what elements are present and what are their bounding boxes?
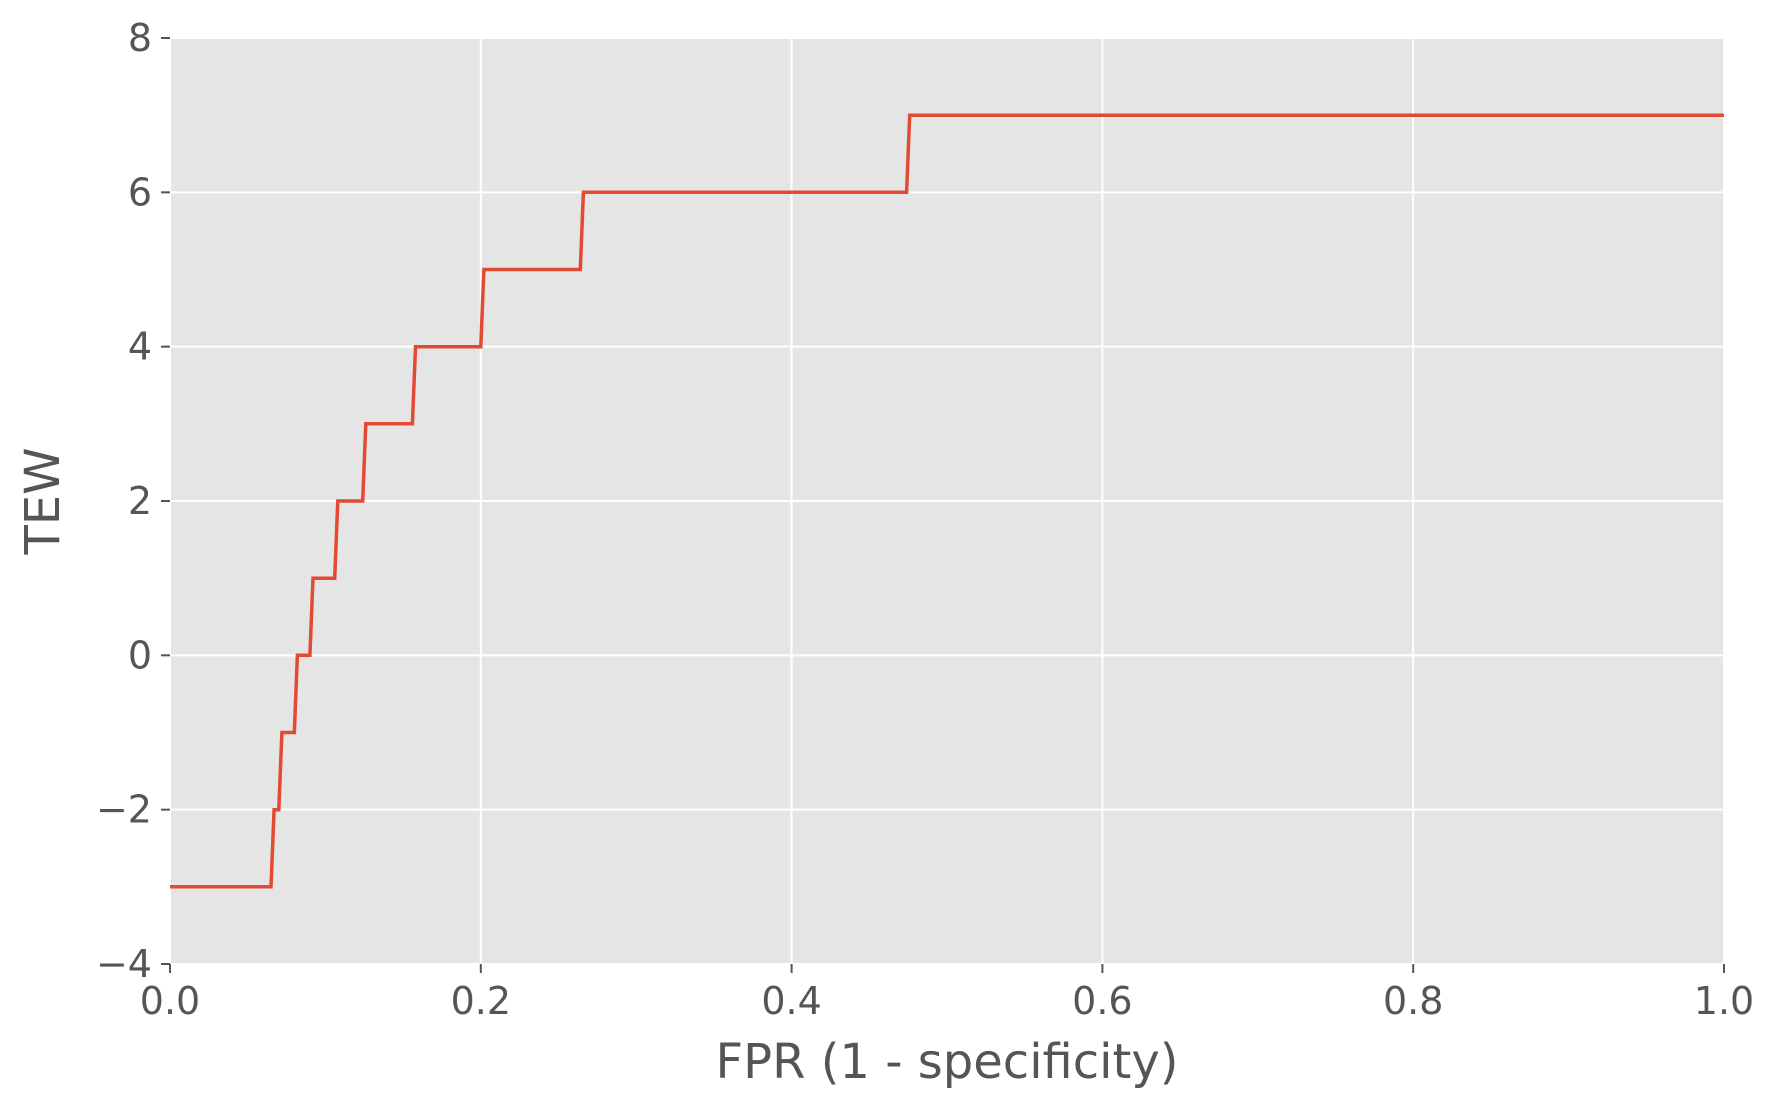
x-tick-label: 0.0 xyxy=(140,979,200,1023)
x-tick-label: 0.2 xyxy=(451,979,511,1023)
y-axis: −4 −2 0 2 4 6 8 xyxy=(96,16,170,986)
y-tick-label: 4 xyxy=(128,325,152,369)
y-tick-label: 2 xyxy=(128,479,152,523)
x-tick-label: 0.4 xyxy=(761,979,821,1023)
y-tick-label: −4 xyxy=(96,942,152,986)
series-layer xyxy=(170,113,1724,889)
y-tick-label: −2 xyxy=(96,788,152,832)
y-tick-label: 0 xyxy=(128,633,152,677)
x-tick-label: 1.0 xyxy=(1694,979,1754,1023)
series-line xyxy=(170,113,1724,889)
x-axis: 0.0 0.2 0.4 0.6 0.8 1.0 xyxy=(140,964,1754,1023)
x-axis-label: FPR (1 - specificity) xyxy=(716,1034,1179,1090)
x-tick-label: 0.6 xyxy=(1072,979,1132,1023)
x-tick-label: 0.8 xyxy=(1383,979,1443,1023)
y-tick-label: 6 xyxy=(128,170,152,214)
y-axis-label: TEW xyxy=(15,447,71,555)
y-tick-label: 8 xyxy=(128,16,152,60)
